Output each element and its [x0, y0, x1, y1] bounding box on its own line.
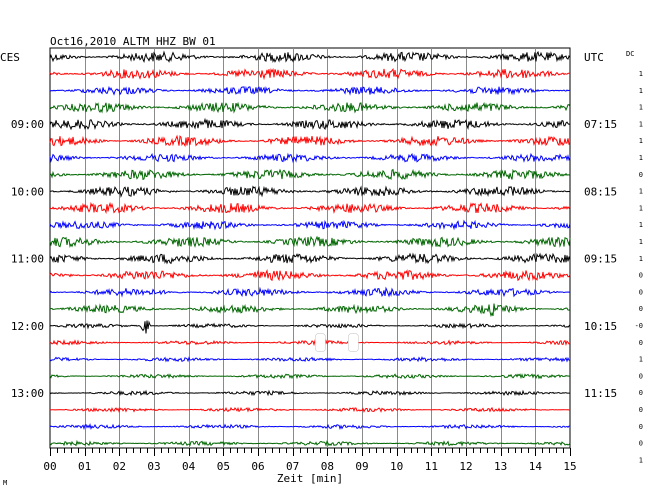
- seismic-trace: [49, 339, 571, 347]
- seismic-trace: [49, 201, 571, 215]
- x-tick-label: 08: [321, 460, 334, 473]
- dc-offset-value: 1: [639, 221, 643, 229]
- dc-header: DC: [626, 50, 634, 58]
- x-axis: 00 01 02 03 04 05 06 07 08 09 10 11 12 13 14 15: [43, 448, 577, 473]
- dc-offset-value: -0: [635, 322, 643, 330]
- x-tick-label: 05: [217, 460, 230, 473]
- seismic-trace: [49, 303, 571, 318]
- seismic-trace: [49, 152, 571, 164]
- dc-offset-value: 0: [639, 339, 643, 347]
- right-hour-label: 10:15: [584, 320, 617, 333]
- seismic-trace: [49, 117, 571, 131]
- seismic-trace: [49, 185, 571, 199]
- x-tick-label: 07: [286, 460, 299, 473]
- data-gap: [348, 333, 359, 352]
- dc-offset-value: 1: [639, 188, 643, 196]
- seismic-trace: [49, 67, 570, 81]
- dc-offset-value: 1: [639, 456, 643, 464]
- x-tick-label: 15: [563, 460, 576, 473]
- seismic-trace: [49, 252, 571, 265]
- left-hour-label: 12:00: [11, 320, 44, 333]
- dc-offset-value: 1: [639, 356, 643, 364]
- dc-offset-value: 1: [639, 87, 643, 95]
- seismic-trace: [49, 235, 571, 248]
- left-hour-label: 11:00: [11, 253, 44, 266]
- x-tick-label: 11: [425, 460, 438, 473]
- right-hour-label: 07:15: [584, 118, 617, 131]
- seismic-trace: [49, 101, 571, 114]
- left-hour-label: 13:00: [11, 387, 44, 400]
- dc-offset-value: 0: [639, 372, 643, 380]
- x-axis-label: Zeit [min]: [277, 472, 343, 485]
- right-hour-label: UTC: [584, 51, 604, 64]
- dc-offset-value: 1: [639, 70, 643, 78]
- left-hour-label: 09:00: [11, 118, 44, 131]
- x-tick-label: 00: [43, 460, 56, 473]
- seismic-trace: [49, 134, 571, 148]
- dc-offset-value: 0: [639, 272, 643, 280]
- x-tick-label: 13: [494, 460, 507, 473]
- right-hour-labels: UTC 07:15 08:15 09:15 10:15 11:15: [584, 51, 617, 400]
- dc-offset-value: 0: [639, 171, 643, 179]
- x-tick-label: 10: [390, 460, 403, 473]
- dc-offset-value: 0: [639, 440, 643, 448]
- dc-offset-value: 1: [639, 154, 643, 162]
- seismic-trace: [49, 356, 571, 363]
- dc-offset-value: 0: [639, 305, 643, 313]
- seismic-trace: [49, 373, 571, 380]
- seismic-trace: [49, 219, 571, 231]
- x-tick-label: 04: [182, 460, 196, 473]
- x-tick-label: 12: [459, 460, 472, 473]
- seismic-trace: [49, 85, 571, 96]
- left-hour-labels: 09:00 10:00 11:00 12:00 13:00: [11, 118, 44, 400]
- x-tick-label: 03: [147, 460, 160, 473]
- seismic-trace: [49, 286, 571, 298]
- seismic-trace: [49, 320, 571, 334]
- dc-offset-value: 1: [639, 137, 643, 145]
- x-tick-label: 09: [355, 460, 368, 473]
- x-tick-label: 14: [529, 460, 543, 473]
- seismic-trace: [49, 268, 571, 282]
- dc-offset-labels: 1 1 1 1 1 1 0 1 1 1 1 1 0 0 0 -0 0 1 0 0 0 0 0 1: [635, 70, 643, 464]
- left-hour-label: 10:00: [11, 185, 44, 198]
- right-hour-label: 11:15: [584, 387, 617, 400]
- x-tick-label: 06: [251, 460, 264, 473]
- dc-offset-value: 0: [639, 423, 643, 431]
- seismic-traces: [49, 50, 571, 447]
- data-gap: [315, 333, 326, 352]
- dc-offset-value: 1: [639, 255, 643, 263]
- dc-offset-value: 1: [639, 204, 643, 212]
- right-hour-label: 09:15: [584, 253, 617, 266]
- right-hour-label: 08:15: [584, 185, 617, 198]
- seismic-trace: [49, 423, 570, 431]
- dc-offset-value: 0: [639, 288, 643, 296]
- dc-offset-value: 1: [639, 238, 643, 246]
- x-tick-label: 01: [78, 460, 91, 473]
- seismic-trace: [49, 439, 571, 447]
- plot-frame: [49, 47, 571, 449]
- x-tick-label: 02: [113, 460, 126, 473]
- chart-title: Oct16,2010 ALTM HHZ BW 01: [50, 35, 216, 48]
- seismic-trace: [49, 406, 571, 413]
- plot-grid: [49, 47, 571, 449]
- dc-offset-value: 1: [639, 104, 643, 112]
- seismic-trace: [49, 50, 571, 64]
- dc-offset-value: 0: [639, 406, 643, 414]
- seismic-trace: [49, 168, 571, 181]
- left-timezone-label: CES: [0, 51, 20, 64]
- dc-offset-value: 1: [639, 120, 643, 128]
- dc-offset-value: 0: [639, 389, 643, 397]
- bottom-left-mark: M: [3, 479, 7, 487]
- seismic-trace: [49, 389, 570, 397]
